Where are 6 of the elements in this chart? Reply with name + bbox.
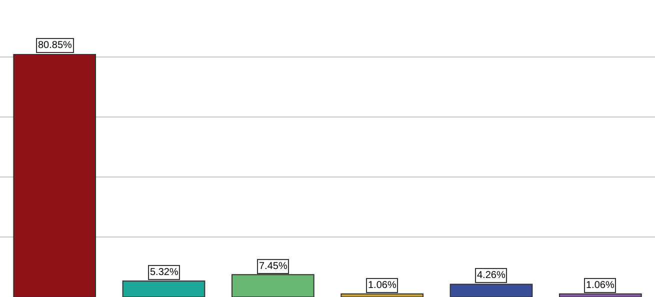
data-label: 4.26% (477, 270, 506, 281)
data-label: 7.45% (259, 261, 288, 272)
data-label: 5.32% (150, 267, 178, 278)
data-label: 1.06% (586, 280, 614, 291)
data-label: 1.06% (368, 280, 396, 291)
data-label: 80.85% (38, 40, 72, 51)
